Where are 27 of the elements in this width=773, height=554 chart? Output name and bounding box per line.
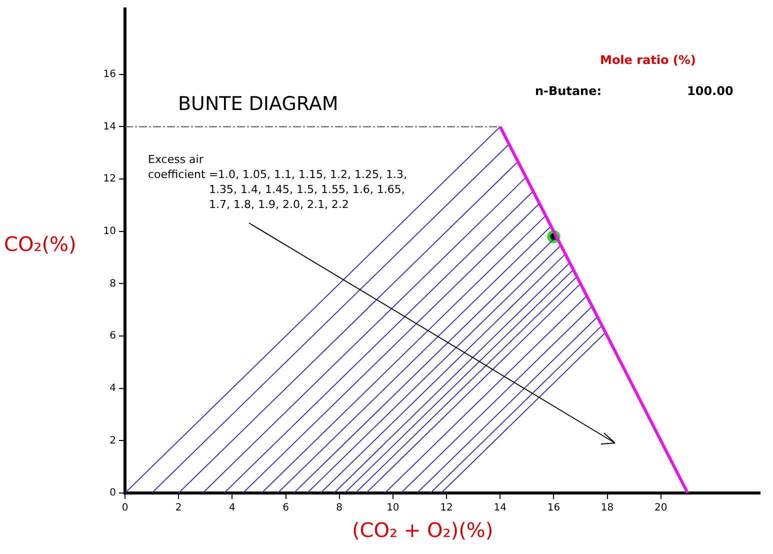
x-tick-label: 0 bbox=[122, 502, 128, 514]
x-tick-label: 18 bbox=[600, 502, 614, 514]
y-tick-label: 8 bbox=[110, 278, 116, 290]
x-axis-title: (CO₂ + O₂)(%) bbox=[352, 518, 494, 542]
y-axis-title: CO₂(%) bbox=[4, 232, 76, 256]
annotation: Excess air coefficient =1.0, 1.05, 1.1, 1.15, 1.2, 1.25, 1.3, 1.35, 1.4, 1.45, 1.5, 1.55, 1.6, 1.65, 1.7, 1.8, 1.9, 2.0, 2.1, 2.2 bbox=[148, 152, 407, 212]
annotation: Mole ratio (%) bbox=[600, 53, 696, 67]
x-tick-label: 12 bbox=[440, 502, 453, 514]
y-tick-label: 16 bbox=[103, 69, 116, 80]
text: BUNTE DIAGRAM bbox=[178, 93, 338, 115]
y-tick-label: 6 bbox=[110, 330, 116, 342]
y-tick-label: 4 bbox=[110, 382, 116, 394]
x-tick-label: 20 bbox=[654, 502, 668, 514]
x-tick-label: 6 bbox=[282, 502, 289, 514]
y-tick-label: 12 bbox=[103, 174, 116, 185]
y-tick-label: 10 bbox=[103, 226, 116, 237]
x-tick-label: 16 bbox=[547, 502, 560, 514]
x-tick-label: 2 bbox=[175, 502, 182, 514]
y-tick-label: 0 bbox=[110, 488, 116, 499]
x-tick-label: 8 bbox=[336, 502, 343, 514]
y-tick-label: 14 bbox=[103, 121, 116, 132]
x-tick-label: 4 bbox=[228, 502, 236, 514]
x-tick-label: 10 bbox=[386, 502, 400, 514]
x-tick-label: 14 bbox=[494, 502, 506, 514]
annotation: n-Butane: bbox=[535, 84, 602, 98]
y-tick-label: 2 bbox=[110, 435, 116, 446]
annotation: 100.00 bbox=[687, 84, 734, 98]
